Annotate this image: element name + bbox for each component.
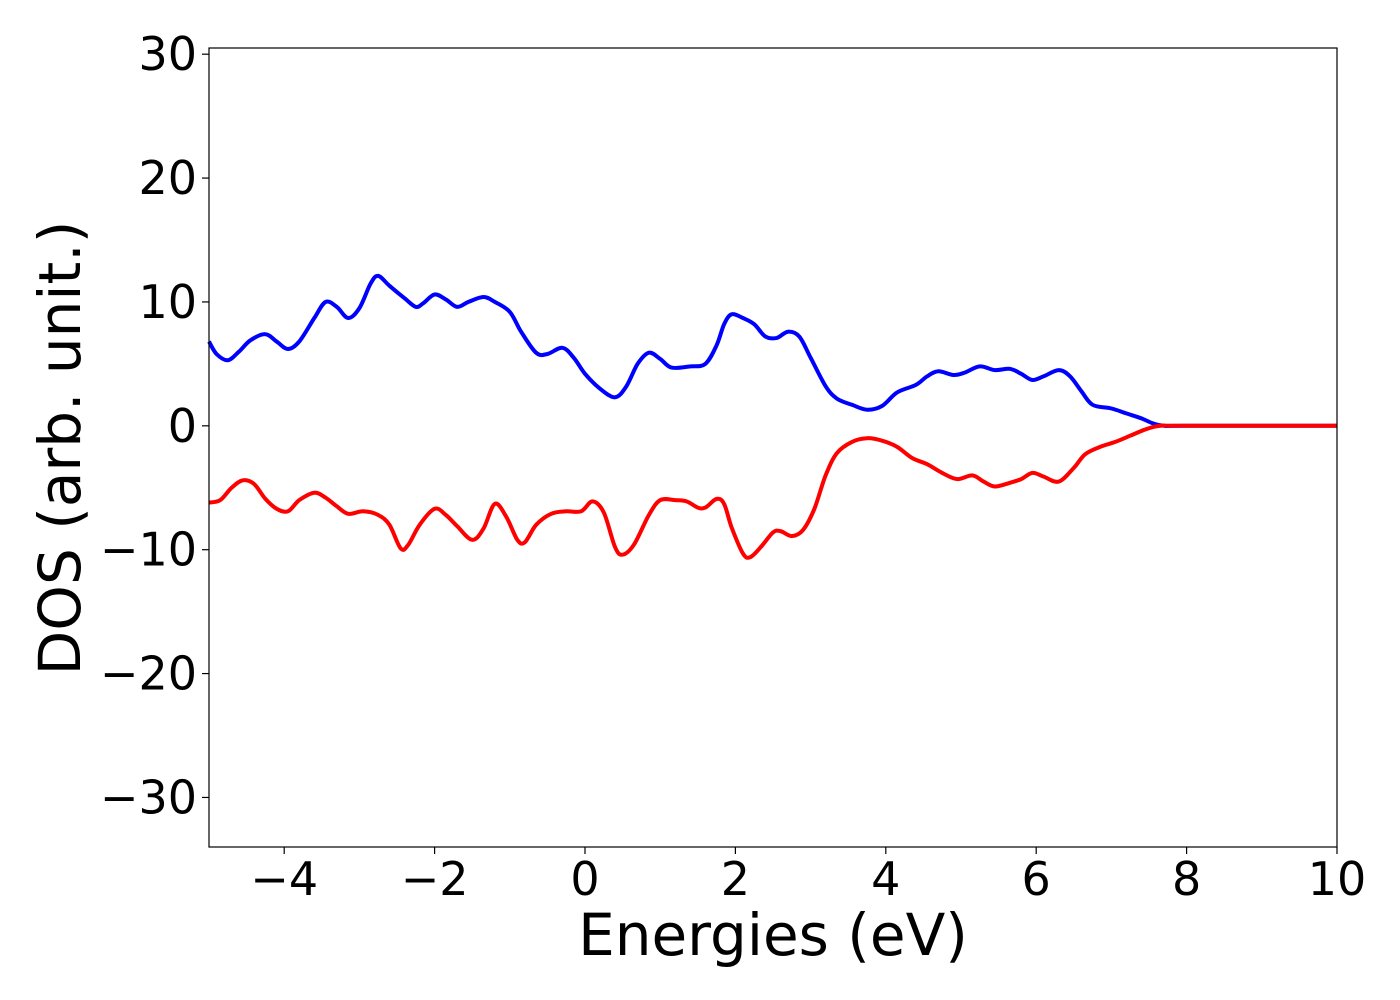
x-tick-label: 6 [1022,852,1051,906]
x-tick-label: 8 [1172,852,1201,906]
y-tick-label: −20 [100,647,197,701]
x-tick-label: −4 [250,852,318,906]
x-tick-label: 2 [721,852,750,906]
y-tick-label: 10 [138,275,197,329]
y-tick-label: 0 [168,399,197,453]
y-tick-label: 20 [138,151,197,205]
series-line-1 [207,273,1337,428]
plot-area-frame [208,47,1338,848]
y-tick-label: −10 [100,523,197,577]
x-tick-label: 4 [871,852,900,906]
x-tick-label: 10 [1308,852,1367,906]
y-tick-label: −30 [100,770,197,824]
series-line-2 [208,423,1337,560]
x-tick-label: 0 [570,852,599,906]
y-axis-label: DOS (arb. unit.) [26,221,94,676]
series-layer [207,273,1337,560]
x-tick-label: −2 [401,852,469,906]
y-tick-label: 30 [138,27,197,81]
x-axis-label: Energies (eV) [578,901,968,969]
